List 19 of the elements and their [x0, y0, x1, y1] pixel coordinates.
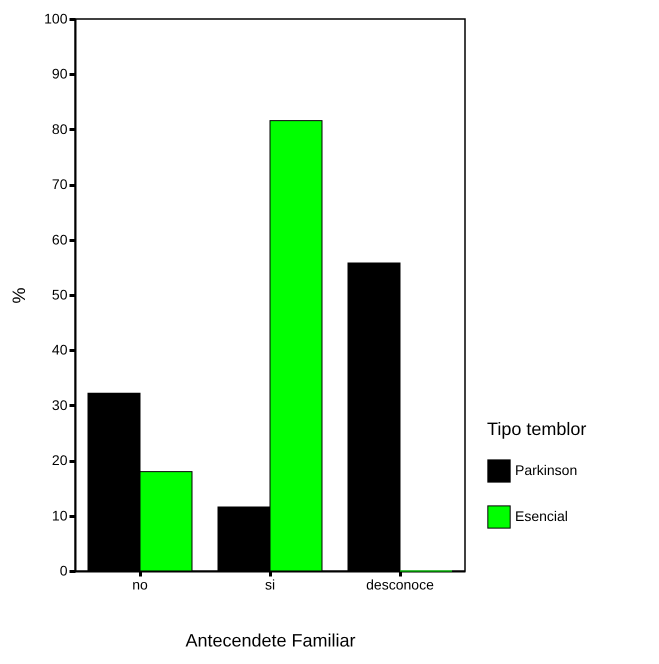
y-tick-label: 30: [52, 396, 68, 413]
y-tick-label: 50: [52, 286, 68, 302]
legend-label: Esencial: [515, 508, 568, 524]
y-tick-label: 60: [52, 231, 68, 248]
y-tick-label: 10: [52, 507, 68, 524]
y-tick-label: 90: [52, 66, 68, 82]
legend-title: Tipo temblor: [487, 419, 586, 439]
x-tick-label: desconoce: [366, 576, 434, 592]
y-axis-title: %: [9, 287, 30, 304]
x-tick-label: no: [132, 576, 148, 592]
legend-label: Parkinson: [515, 462, 578, 478]
y-tick-label: 20: [52, 452, 68, 468]
y-tick-label: 0: [60, 562, 68, 578]
x-axis-title: Antecendete Familiar: [185, 630, 356, 650]
x-tick-label: si: [264, 576, 276, 592]
y-tick-label: 70: [52, 176, 68, 192]
y-tick-label: 80: [52, 120, 68, 137]
y-tick-label: 100: [44, 10, 68, 26]
y-tick-label: 40: [52, 342, 68, 358]
